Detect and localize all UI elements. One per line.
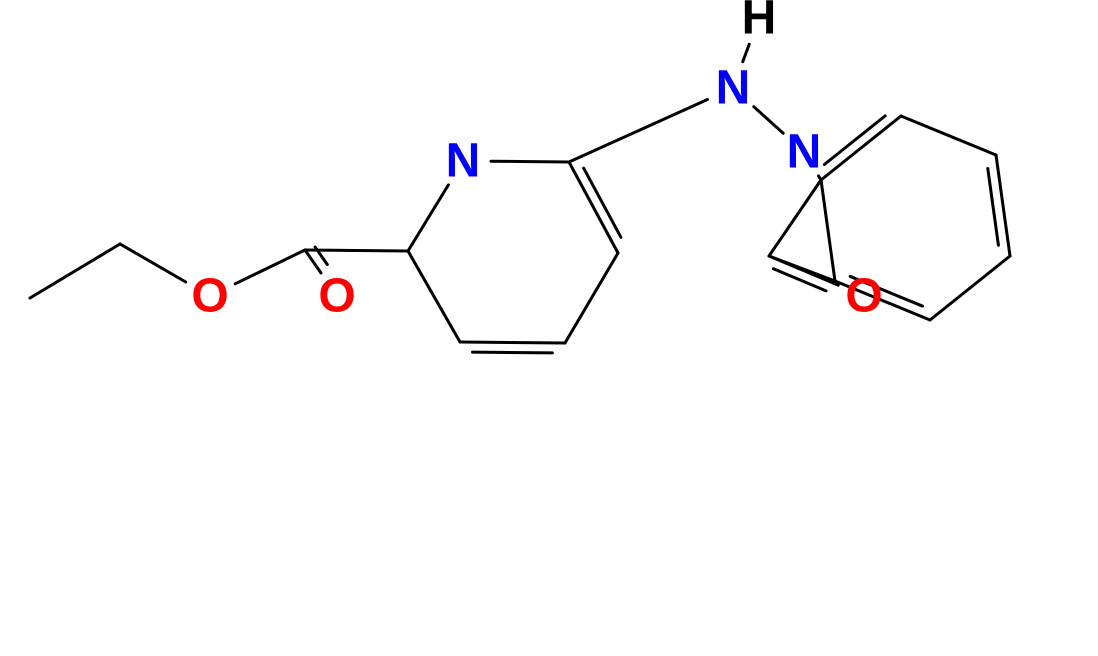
- atom-o-label: O: [191, 270, 228, 323]
- atom-o-label: O: [318, 270, 355, 323]
- atom-n-label: N: [716, 62, 751, 115]
- atom-h-label: H: [742, 0, 777, 45]
- atom-n-label: N: [446, 135, 481, 188]
- molecule-diagram: HNNONOO: [0, 0, 1098, 656]
- atom-n-label: N: [787, 126, 822, 179]
- atom-o-label: O: [845, 270, 882, 323]
